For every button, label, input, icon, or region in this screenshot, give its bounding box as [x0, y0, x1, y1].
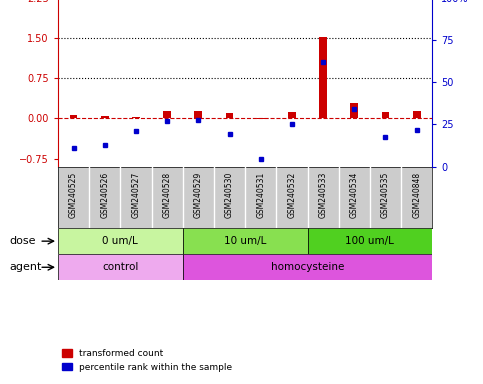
- Text: 100 um/L: 100 um/L: [345, 236, 394, 246]
- Text: GSM240526: GSM240526: [100, 172, 109, 218]
- Bar: [350, 103, 358, 118]
- Bar: [413, 111, 421, 118]
- Bar: [319, 37, 327, 118]
- Text: GSM240531: GSM240531: [256, 172, 265, 218]
- Text: GSM240532: GSM240532: [287, 172, 297, 218]
- Text: GSM240530: GSM240530: [225, 172, 234, 218]
- FancyBboxPatch shape: [58, 228, 183, 254]
- Text: control: control: [102, 262, 139, 272]
- Bar: [132, 117, 140, 118]
- FancyBboxPatch shape: [183, 228, 308, 254]
- Bar: [70, 115, 77, 118]
- Text: GSM240528: GSM240528: [163, 172, 171, 218]
- Text: GSM240527: GSM240527: [131, 172, 141, 218]
- FancyBboxPatch shape: [58, 254, 183, 280]
- FancyBboxPatch shape: [183, 254, 432, 280]
- Text: GSM240533: GSM240533: [319, 172, 327, 218]
- Bar: [257, 118, 265, 119]
- FancyBboxPatch shape: [308, 228, 432, 254]
- Bar: [101, 116, 109, 118]
- Bar: [288, 112, 296, 118]
- Text: homocysteine: homocysteine: [271, 262, 344, 272]
- Text: dose: dose: [10, 236, 36, 246]
- Legend: transformed count, percentile rank within the sample: transformed count, percentile rank withi…: [62, 349, 232, 372]
- Text: GSM240534: GSM240534: [350, 172, 359, 218]
- Text: GSM240848: GSM240848: [412, 172, 421, 218]
- Text: agent: agent: [10, 262, 42, 272]
- Bar: [382, 112, 389, 118]
- Bar: [195, 111, 202, 118]
- Text: GSM240535: GSM240535: [381, 172, 390, 218]
- Text: GSM240529: GSM240529: [194, 172, 203, 218]
- Text: 10 um/L: 10 um/L: [224, 236, 266, 246]
- Text: 0 um/L: 0 um/L: [102, 236, 138, 246]
- Bar: [226, 113, 233, 118]
- Text: GSM240525: GSM240525: [69, 172, 78, 218]
- Bar: [163, 111, 171, 118]
